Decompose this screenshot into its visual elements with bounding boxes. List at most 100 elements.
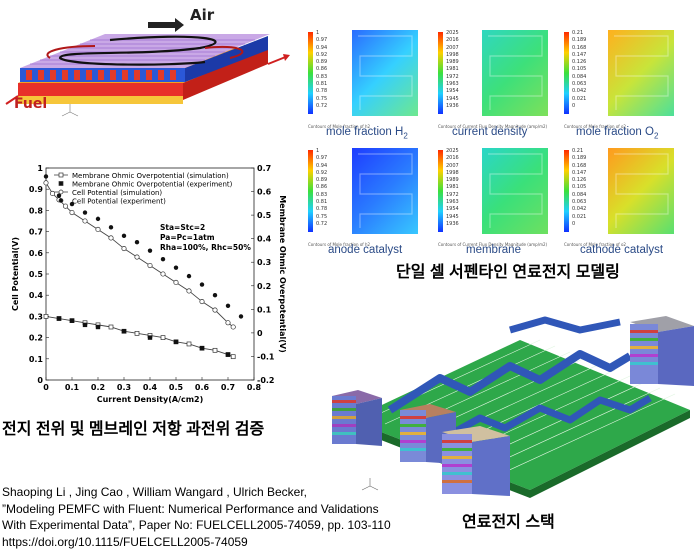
colorbar-tick: 0.86 <box>316 184 328 191</box>
contour-panel: 2025 2016 2007 1998 1989 1981 1972 1963 1954 1945… <box>438 144 558 264</box>
x-tick-label: 0.4 <box>143 383 158 392</box>
data-point <box>186 288 192 294</box>
reference-citation: Shaoping Li , Jing Cao , William Wangard… <box>2 484 391 550</box>
data-point <box>212 307 218 313</box>
data-point <box>134 254 140 260</box>
reference-authors: Shaoping Li , Jing Cao , William Wangard… <box>2 485 308 499</box>
legend-marker <box>58 189 64 195</box>
colorbar-tick: 2016 <box>446 37 459 44</box>
legend-marker <box>58 172 64 178</box>
data-point <box>82 210 88 215</box>
data-point <box>225 320 231 326</box>
colorbar-tick: 2007 <box>446 162 459 169</box>
contour-caption: Contours of Mole fraction of h2 <box>308 242 371 247</box>
contour-plot <box>352 148 418 234</box>
colorbar-tick: 1963 <box>446 199 459 206</box>
reference-doi[interactable]: https://doi.org/10.1115/FUELCELL2005-740… <box>2 534 248 549</box>
y-tick-label: 0.7 <box>29 228 43 237</box>
fuel-cell-stack-render <box>332 316 694 498</box>
colorbar-tick: 0.042 <box>572 88 587 95</box>
data-point <box>56 316 62 321</box>
air-label: Air <box>190 6 215 24</box>
colorbar-tick: 1945 <box>446 213 459 220</box>
y-tick-label: 0.9 <box>29 185 44 194</box>
y2-tick-label: 0.4 <box>257 235 272 244</box>
colorbar-tick: 0.021 <box>572 213 587 220</box>
contour-label-text: cathode catalyst <box>580 244 664 256</box>
colorbar-tick: 0.042 <box>572 206 587 213</box>
x-tick-label: 0.8 <box>247 383 262 392</box>
data-point <box>49 190 56 196</box>
colorbar <box>308 150 313 232</box>
data-point <box>43 180 49 186</box>
data-point <box>199 299 205 305</box>
colorbar-tick: 2007 <box>446 44 459 51</box>
data-point <box>69 201 75 207</box>
contour-label-text: mole fraction H <box>326 126 404 138</box>
colorbar-tick: 0.78 <box>316 206 328 213</box>
data-point <box>160 335 166 340</box>
colorbar <box>438 32 443 114</box>
chart-section-title: 전지 전위 및 멤브레인 저항 과전위 검증 <box>2 421 265 438</box>
colorbar-tick: 1998 <box>446 51 459 58</box>
contour-label: mole fraction O2 <box>576 126 658 140</box>
y2-tick-label: 0.6 <box>257 188 272 197</box>
data-point <box>121 233 127 239</box>
y-tick-label: 0.4 <box>29 291 44 300</box>
y-tick-label: 0 <box>37 376 43 385</box>
colorbar-tick: 0.21 <box>572 30 584 36</box>
data-point <box>225 303 231 308</box>
colorbar-tick: 0.021 <box>572 95 587 102</box>
colorbar-tick: 1989 <box>446 177 459 184</box>
data-point <box>230 354 236 360</box>
colorbar <box>564 32 569 114</box>
y-tick-label: 0.2 <box>29 334 43 343</box>
data-point <box>238 314 244 319</box>
x-tick-label: 0.6 <box>195 383 210 392</box>
colorbar-tick: 1936 <box>446 102 459 109</box>
y2-tick-label: 0.2 <box>257 282 271 291</box>
contour-panel: 1 0.97 0.94 0.92 0.89 0.86 0.83 0.81 0.78 0.75 0.7… <box>308 144 428 264</box>
colorbar-tick: 0.168 <box>572 162 587 169</box>
y2-tick-label: -0.1 <box>257 352 275 361</box>
colorbar-tick: 2025 <box>446 148 459 154</box>
colorbar-tick: 0.084 <box>572 73 587 80</box>
contour-caption: Contours of Current Flux Density Magnitu… <box>438 124 548 129</box>
y-tick-label: 0.3 <box>29 312 43 321</box>
colorbar-ticks: 1 0.97 0.94 0.92 0.89 0.86 0.83 0.81 0.78 0.75 0.7… <box>316 148 327 228</box>
single-cell-diagram: Air Fuel <box>5 6 290 117</box>
x-tick-label: 0.2 <box>91 383 105 392</box>
x-tick-label: 0.1 <box>65 383 80 392</box>
colorbar-tick: 0.92 <box>316 169 328 176</box>
colorbar-tick: 0.72 <box>316 102 328 109</box>
x-tick-label: 0.7 <box>221 383 235 392</box>
colorbar-tick: 1972 <box>446 73 459 80</box>
colorbar-tick: 1936 <box>446 220 459 227</box>
data-point <box>43 174 49 179</box>
data-point <box>62 203 69 209</box>
colorbar-tick: 0.78 <box>316 88 328 95</box>
colorbar-tick: 0.126 <box>572 59 587 66</box>
y2-tick-label: 0.5 <box>257 211 272 220</box>
colorbar-tick: 0.105 <box>572 184 587 191</box>
colorbar-tick: 0.81 <box>316 199 328 206</box>
colorbar-ticks: 0.21 0.189 0.168 0.147 0.126 0.105 0.084 0.063 0… <box>572 30 586 110</box>
colorbar-tick: 2016 <box>446 155 459 162</box>
contour-plot <box>352 30 418 116</box>
colorbar-tick: 1981 <box>446 66 459 73</box>
data-point <box>230 324 236 330</box>
chart-annotation: Pa=Pc=1atm <box>160 233 215 242</box>
contour-section-title: 단일 셀 서펜타인 연료전지 모델링 <box>396 264 620 281</box>
colorbar-tick: 0.126 <box>572 177 587 184</box>
data-point <box>147 248 153 253</box>
y-tick-label: 0.8 <box>29 206 44 215</box>
colorbar-tick: 1 <box>316 30 320 36</box>
contour-label: anode catalyst <box>328 244 402 256</box>
y2-axis-label: Membrane Ohmic Overpotential(V) <box>278 195 287 353</box>
legend-label: Membrane Ohmic Overpotential (simulation… <box>72 172 229 180</box>
contour-label-subscript: 2 <box>403 131 408 141</box>
contour-caption: Contours of Current Flux Density Magnitu… <box>438 242 548 247</box>
contour-caption: Contours of Mole fraction of o2 <box>564 124 626 129</box>
legend-label: Cell Potential (simulation) <box>72 189 162 197</box>
data-point <box>69 209 75 216</box>
